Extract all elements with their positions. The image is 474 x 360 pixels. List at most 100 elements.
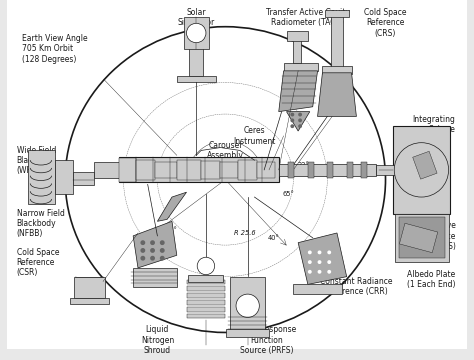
Text: Carousel
Assembly: Carousel Assembly: [207, 141, 244, 160]
Circle shape: [327, 251, 331, 254]
Bar: [177, 76, 216, 81]
Text: Cold Space
Reference
(CRS): Cold Space Reference (CRS): [364, 8, 407, 37]
Polygon shape: [298, 233, 346, 284]
Circle shape: [308, 270, 312, 274]
Circle shape: [160, 256, 164, 261]
Circle shape: [318, 260, 321, 264]
Text: Constant Radiance
Reference (CRR): Constant Radiance Reference (CRR): [320, 276, 392, 296]
Text: Narrow Field
Blackbody
(NFBB): Narrow Field Blackbody (NFBB): [17, 209, 64, 238]
Text: Ceres
Instrument: Ceres Instrument: [233, 126, 276, 145]
Bar: [279, 164, 376, 176]
Circle shape: [308, 251, 312, 254]
Bar: [118, 158, 136, 181]
Circle shape: [291, 124, 294, 128]
Bar: [283, 63, 318, 71]
Bar: [55, 160, 73, 194]
Polygon shape: [133, 221, 177, 268]
Bar: [376, 165, 395, 175]
Polygon shape: [318, 73, 356, 117]
Text: Earth View Angle
705 Km Orbit
(128 Degrees): Earth View Angle 705 Km Orbit (128 Degre…: [21, 34, 87, 64]
Bar: [393, 126, 449, 213]
Bar: [325, 10, 349, 18]
Bar: [74, 276, 105, 298]
Circle shape: [298, 113, 302, 117]
Circle shape: [187, 23, 206, 43]
Bar: [187, 307, 225, 312]
Bar: [187, 300, 225, 305]
Circle shape: [197, 257, 215, 275]
Circle shape: [236, 294, 259, 318]
Bar: [289, 162, 294, 177]
Text: Short Wave
Reference
Source (SWRS): Short Wave Reference Source (SWRS): [399, 221, 456, 251]
Circle shape: [327, 270, 331, 274]
Text: Liquid
Nitrogen
Shroud: Liquid Nitrogen Shroud: [141, 325, 174, 355]
Bar: [346, 162, 353, 177]
Bar: [395, 213, 448, 262]
Circle shape: [150, 248, 155, 253]
Bar: [177, 160, 201, 180]
Bar: [136, 160, 155, 180]
Bar: [28, 150, 55, 204]
Bar: [94, 162, 118, 177]
Bar: [331, 14, 343, 68]
Circle shape: [160, 248, 164, 253]
Polygon shape: [157, 192, 187, 221]
Circle shape: [318, 270, 321, 274]
Circle shape: [140, 248, 145, 253]
Circle shape: [140, 256, 145, 261]
Text: 22°: 22°: [297, 162, 309, 168]
Bar: [238, 160, 257, 180]
Text: Cold Space
Reference
(CSR): Cold Space Reference (CSR): [17, 248, 59, 277]
Bar: [308, 162, 314, 177]
Circle shape: [327, 260, 331, 264]
Bar: [396, 129, 447, 211]
Bar: [187, 314, 225, 318]
Circle shape: [291, 113, 294, 117]
Bar: [220, 162, 238, 177]
Bar: [201, 161, 220, 179]
Bar: [400, 223, 438, 253]
Bar: [226, 329, 269, 337]
Circle shape: [291, 118, 294, 122]
Circle shape: [160, 240, 164, 245]
Circle shape: [394, 143, 448, 197]
Bar: [189, 275, 223, 283]
Bar: [183, 18, 209, 49]
Text: Wide Field
Blackbody
(WFBB): Wide Field Blackbody (WFBB): [17, 145, 56, 175]
Bar: [118, 157, 279, 183]
Circle shape: [150, 256, 155, 261]
Ellipse shape: [65, 27, 385, 333]
Bar: [399, 217, 445, 258]
Bar: [413, 151, 437, 179]
Circle shape: [150, 240, 155, 245]
Circle shape: [318, 251, 321, 254]
Circle shape: [308, 260, 312, 264]
Bar: [257, 162, 275, 177]
Circle shape: [298, 124, 302, 128]
Bar: [230, 276, 265, 330]
Text: R 25.6: R 25.6: [234, 230, 255, 236]
Text: Albedo Plate
(1 Each End): Albedo Plate (1 Each End): [407, 270, 456, 289]
Bar: [293, 39, 301, 63]
Bar: [187, 293, 225, 298]
Bar: [190, 46, 203, 76]
Bar: [187, 280, 225, 284]
Bar: [133, 268, 177, 287]
Text: 40°: 40°: [268, 235, 280, 241]
Bar: [70, 298, 109, 304]
Bar: [361, 162, 367, 177]
Circle shape: [140, 240, 145, 245]
Bar: [155, 162, 177, 177]
Bar: [327, 162, 333, 177]
Circle shape: [298, 118, 302, 122]
Text: 65°: 65°: [283, 191, 294, 197]
Bar: [187, 286, 225, 291]
Bar: [322, 66, 352, 74]
Bar: [286, 31, 308, 41]
Text: Solar
Simulator: Solar Simulator: [178, 8, 215, 27]
Text: 40°: 40°: [166, 227, 178, 233]
Polygon shape: [279, 71, 318, 112]
Text: Integrating
Sphere: Integrating Sphere: [412, 114, 456, 134]
Bar: [73, 172, 94, 185]
Polygon shape: [286, 112, 310, 131]
